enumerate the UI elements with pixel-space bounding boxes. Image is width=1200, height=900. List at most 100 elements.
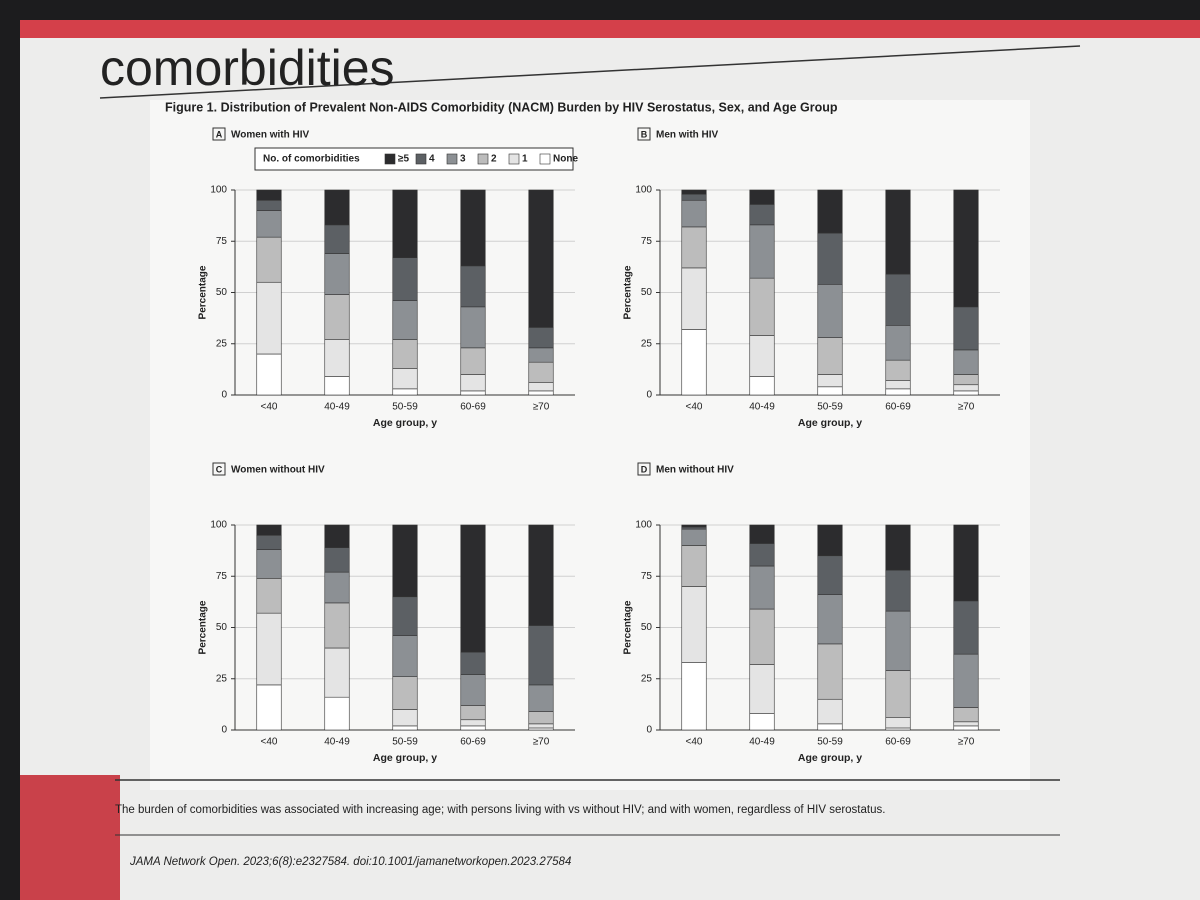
bar-segment <box>953 524 979 602</box>
bar-segment <box>681 267 707 330</box>
bar-segment <box>460 674 486 706</box>
bar-segment <box>885 388 911 396</box>
bar-segment <box>817 643 843 700</box>
bar-segment <box>256 236 282 283</box>
bar-segment <box>953 721 979 727</box>
panel-label: C <box>216 464 223 474</box>
x-axis-label: Age group, y <box>373 417 437 429</box>
bar-segment <box>256 199 282 211</box>
bar-segment <box>392 596 418 637</box>
bar-segment <box>681 526 707 530</box>
x-tick-label: <40 <box>686 737 703 748</box>
bar-segment <box>460 189 486 267</box>
bar-segment <box>528 347 554 363</box>
bar-segment <box>749 664 775 714</box>
legend-swatch <box>415 153 427 165</box>
bar-segment <box>256 534 282 550</box>
x-axis-label: Age group, y <box>798 417 862 429</box>
x-tick-label: 60-69 <box>885 737 911 748</box>
bar-segment <box>885 380 911 390</box>
bar-segment <box>817 283 843 338</box>
x-tick-label: 60-69 <box>460 402 486 413</box>
bar-segment <box>817 189 843 234</box>
bar-segment <box>324 571 350 604</box>
y-axis-label: Percentage <box>623 265 634 319</box>
bar-segment <box>460 524 486 653</box>
bar-segment <box>953 600 979 655</box>
bar-segment <box>749 277 775 336</box>
bar-segment <box>460 725 486 731</box>
legend-swatch <box>384 153 396 165</box>
bar-segment <box>256 210 282 238</box>
bar-segment <box>817 232 843 285</box>
x-tick-label: 60-69 <box>460 737 486 748</box>
bar-segment <box>324 189 350 226</box>
bar-segment <box>749 608 775 665</box>
bar-segment <box>256 577 282 614</box>
x-tick-label: <40 <box>261 402 278 413</box>
bar-segment <box>256 684 282 731</box>
bar-segment <box>817 594 843 645</box>
y-tick-label: 75 <box>216 571 228 582</box>
legend-label: 2 <box>491 154 497 165</box>
bar-segment <box>256 524 282 536</box>
bar-segment <box>817 374 843 388</box>
y-tick-label: 0 <box>221 390 227 401</box>
x-tick-label: <40 <box>686 402 703 413</box>
panel-label: B <box>641 129 648 139</box>
bar-segment <box>324 524 350 548</box>
bar-segment <box>392 300 418 340</box>
bar-segment <box>749 335 775 377</box>
bar-segment <box>460 705 486 721</box>
legend-label: 3 <box>460 154 466 165</box>
panel-title: Men without HIV <box>656 465 734 476</box>
bar-segment <box>817 723 843 731</box>
panel-label-box <box>637 462 651 476</box>
bar-segment <box>817 337 843 375</box>
panel-label-box <box>212 127 226 141</box>
bar-segment <box>392 339 418 369</box>
bar-segment <box>885 610 911 671</box>
x-tick-label: 40-49 <box>749 402 775 413</box>
bar-segment <box>392 524 418 598</box>
legend-swatch <box>539 153 551 165</box>
panel-title: Women without HIV <box>231 465 325 476</box>
bar-segment <box>817 698 843 725</box>
bar-segment <box>528 524 554 626</box>
y-tick-label: 75 <box>216 236 228 247</box>
x-tick-label: ≥70 <box>533 402 550 413</box>
bar-segment <box>953 725 979 731</box>
bar-segment <box>460 265 486 308</box>
bar-segment <box>528 625 554 686</box>
bar-segment <box>256 353 282 396</box>
bar-segment <box>749 204 775 226</box>
x-tick-label: ≥70 <box>533 737 550 748</box>
x-tick-label: 40-49 <box>324 402 350 413</box>
bar-segment <box>528 684 554 712</box>
bar-segment <box>885 359 911 381</box>
bar-segment <box>256 281 282 355</box>
bar-segment <box>749 224 775 279</box>
bar-segment <box>392 388 418 396</box>
bar-segment <box>817 555 843 596</box>
bar-segment <box>885 273 911 326</box>
y-tick-label: 0 <box>646 725 652 736</box>
bar-segment <box>460 719 486 727</box>
y-tick-label: 75 <box>641 236 653 247</box>
x-tick-label: 40-49 <box>749 737 775 748</box>
panel-label-box <box>637 127 651 141</box>
y-axis-label: Percentage <box>623 600 634 654</box>
y-tick-label: 25 <box>216 673 228 684</box>
y-tick-label: 100 <box>635 185 652 196</box>
bar-segment <box>681 189 707 195</box>
legend-swatch <box>477 153 489 165</box>
bar-segment <box>953 384 979 392</box>
bar-segment <box>460 651 486 675</box>
bar-segment <box>953 189 979 308</box>
legend-swatch <box>508 153 520 165</box>
bar-segment <box>885 524 911 571</box>
bar-segment <box>681 524 707 528</box>
slide-title: comorbidities <box>100 40 395 96</box>
bar-segment <box>681 545 707 587</box>
